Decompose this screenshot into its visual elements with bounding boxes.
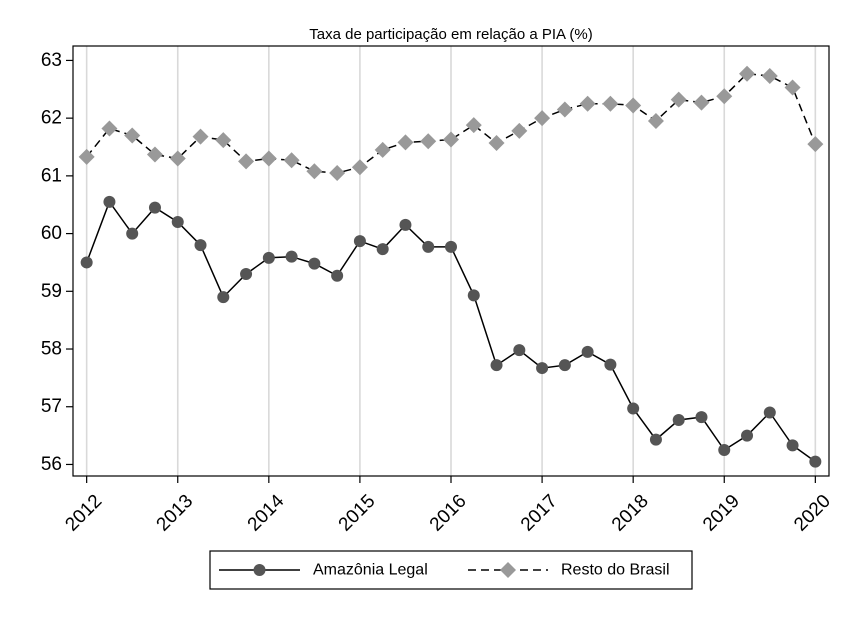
legend-marker-diamond [500, 562, 516, 578]
x-tick-label: 2015 [335, 491, 380, 536]
data-point-circle [240, 267, 253, 280]
data-point-circle [353, 235, 366, 248]
data-point-circle [262, 251, 275, 264]
data-point-diamond [761, 68, 778, 85]
data-point-diamond [329, 164, 346, 181]
y-tick-label: 58 [41, 339, 62, 360]
data-point-diamond [739, 65, 756, 82]
data-point-diamond [784, 79, 801, 96]
series-line [86, 72, 816, 174]
data-point-circle [376, 243, 389, 256]
data-point-circle [490, 359, 503, 372]
data-point-diamond [579, 95, 596, 112]
data-point-diamond [647, 113, 664, 130]
x-tick-label: 2013 [153, 491, 198, 536]
x-gridlines [85, 46, 817, 476]
data-point-circle [103, 195, 116, 208]
data-point-circle [285, 250, 298, 263]
y-tick-label: 60 [41, 223, 62, 244]
data-point-diamond [124, 127, 141, 144]
legend-label: Amazônia Legal [313, 562, 428, 579]
data-point-circle [809, 455, 822, 468]
data-point-diamond [215, 132, 232, 149]
data-point-circle [741, 429, 754, 442]
data-point-circle [786, 439, 799, 452]
legend-label: Resto do Brasil [561, 562, 670, 579]
data-point-diamond [420, 133, 437, 150]
data-point-circle [536, 362, 549, 375]
data-point-diamond [443, 131, 459, 148]
x-tick-label: 2020 [790, 491, 835, 536]
data-point-circle [695, 411, 708, 424]
data-point-circle [718, 444, 731, 457]
data-point-diamond [351, 159, 368, 176]
legend-marker-circle [253, 564, 266, 576]
data-point-circle [627, 402, 640, 415]
data-point-diamond [534, 110, 551, 127]
data-point-diamond [374, 141, 391, 158]
legend-item-amazonia-legal: Amazônia Legal [219, 562, 428, 579]
x-tick-label: 2019 [699, 491, 744, 536]
data-point-diamond [306, 163, 323, 180]
x-tick-label: 2017 [517, 491, 562, 536]
data-point-circle [399, 218, 412, 231]
series-amazonia-legal [80, 195, 822, 468]
data-point-diamond [260, 150, 277, 167]
x-tick-label: 2012 [62, 491, 107, 536]
axes: 2012 2013 2014 2015 2016 2017 2018 2019 2020 56 57… [41, 45, 835, 536]
data-point-diamond [625, 97, 642, 114]
legend-item-resto-do-brasil: Resto do Brasil [468, 562, 670, 579]
data-point-circle [217, 291, 230, 304]
data-point-circle [558, 359, 571, 372]
data-point-diamond [556, 101, 573, 118]
x-tick-label: 2018 [608, 491, 653, 536]
data-point-circle [649, 433, 662, 446]
data-point-diamond [465, 117, 482, 134]
series-layer [78, 65, 824, 468]
data-point-circle [171, 216, 184, 229]
data-point-circle [308, 257, 321, 270]
y-tick-label: 56 [41, 454, 62, 475]
data-point-diamond [716, 88, 733, 105]
data-point-circle [148, 201, 161, 214]
legend-box [209, 550, 693, 590]
data-point-circle [445, 240, 457, 253]
data-point-circle [80, 256, 93, 269]
data-point-diamond [238, 153, 255, 170]
legend: Amazônia Legal Resto do Brasil [209, 550, 693, 590]
data-point-circle [513, 344, 526, 357]
data-point-circle [126, 227, 139, 240]
data-point-circle [763, 406, 776, 419]
data-point-diamond [101, 120, 118, 137]
data-point-diamond [602, 95, 619, 112]
data-point-circle [422, 240, 435, 253]
data-point-diamond [488, 134, 505, 151]
data-point-diamond [283, 152, 300, 169]
data-point-circle [331, 269, 344, 282]
series-resto-do-brasil [78, 65, 824, 181]
data-point-diamond [807, 136, 824, 153]
data-point-diamond [169, 150, 186, 167]
y-tick-label: 57 [41, 396, 62, 417]
x-tick-label: 2016 [426, 491, 471, 536]
data-point-circle [467, 289, 480, 302]
data-point-diamond [670, 91, 687, 108]
data-point-diamond [192, 128, 209, 145]
data-point-diamond [78, 148, 95, 165]
data-point-circle [672, 414, 685, 427]
y-tick-label: 63 [41, 50, 62, 71]
chart-title: Taxa de participação em relação a PIA (%… [309, 26, 592, 43]
data-point-circle [194, 239, 207, 252]
data-point-diamond [693, 94, 710, 111]
data-point-diamond [146, 146, 163, 163]
data-point-circle [581, 345, 594, 358]
y-tick-label: 62 [41, 108, 62, 129]
data-point-circle [604, 358, 617, 371]
y-tick-label: 59 [41, 281, 62, 302]
data-point-diamond [511, 122, 528, 139]
y-tick-label: 61 [41, 165, 62, 186]
data-point-diamond [397, 134, 414, 151]
x-tick-label: 2014 [244, 490, 289, 535]
